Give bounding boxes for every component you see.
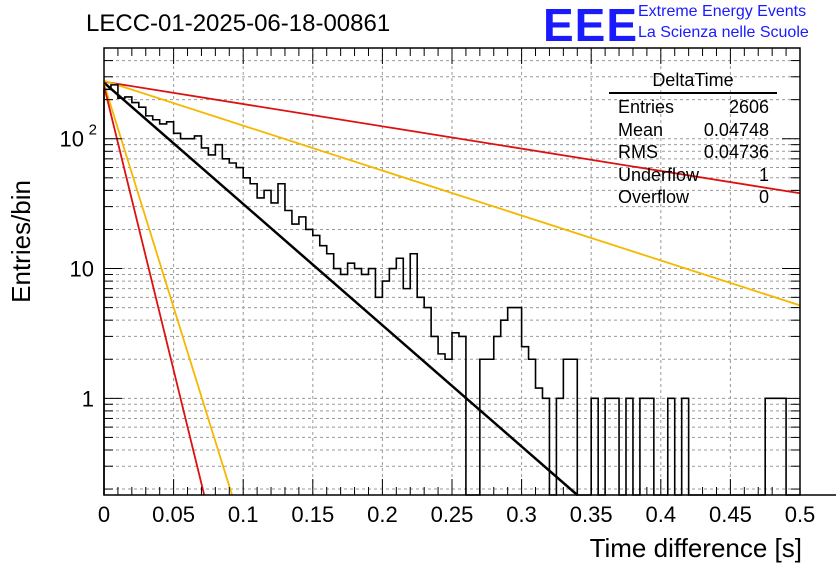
logo-caption-line-2: La Scienza nelle Scuole [638,24,809,41]
stats-row-entries: Entries 2606 [609,96,777,119]
x-tick-label: 0.35 [570,502,613,527]
stats-label: Entries [618,97,675,117]
x-tick-label: 0.4 [646,502,677,527]
y-axis-label: Entries/bin [6,180,36,303]
y-tick-label: 1 [82,386,94,411]
stats-label: RMS [618,142,658,162]
y-tick-label: 10 [70,257,94,282]
stats-row-underflow: Underflow 1 [609,164,777,187]
x-tick-label: 0.25 [431,502,474,527]
stats-label: Underflow [618,164,700,185]
fit-curve [103,81,579,496]
x-tick-label: 0.05 [152,502,195,527]
x-tick-label: 0.5 [785,502,816,527]
x-tick-label: 0.45 [709,502,752,527]
x-tick-label: 0.2 [367,502,398,527]
logo-caption-line-1: Extreme Energy Events [638,3,807,20]
plot-title: LECC-01-2025-06-18-00861 [86,10,391,37]
stats-row-rms: RMS 0.04736 [609,141,777,164]
x-tick-label: 0 [98,502,110,527]
y-tick-exponent: 2 [89,122,97,139]
stats-title: DeltaTime [609,70,777,94]
stats-label: Overflow [618,187,690,207]
stats-value: 0.04736 [703,142,769,162]
stats-value: 2606 [728,97,769,117]
fit-curve [103,80,801,195]
x-tick-label: 0.15 [291,502,334,527]
stats-box: DeltaTime Entries 2606 Mean 0.04748 RMS 0.0… [609,70,777,209]
stats-value: 0 [758,187,769,207]
y-axis-label-wrap: Entries/bin [2,180,42,303]
stats-value: 0.04748 [703,119,769,140]
stats-row-overflow: Overflow 0 [609,186,777,209]
x-tick-labels: 0 0.05 0.1 0.15 0.2 0.25 0.3 0.35 0.4 0.45 0.5 [98,502,815,527]
stats-value: 1 [758,164,769,185]
axis-ticks [103,48,801,495]
y-tick-labels: 1 10 10 2 [60,122,97,412]
y-tick-label: 10 [60,127,84,152]
fit-curve [103,79,801,307]
stats-row-mean: Mean 0.04748 [609,119,777,142]
x-tick-label: 0.1 [228,502,259,527]
stats-label: Mean [618,119,664,140]
eee-logo: EEE [543,0,639,51]
fit-curve [103,85,206,496]
x-tick-label: 0.3 [506,502,537,527]
fit-curves [103,79,801,496]
x-axis-label: Time difference [s] [589,533,802,563]
fit-curve [103,83,233,496]
